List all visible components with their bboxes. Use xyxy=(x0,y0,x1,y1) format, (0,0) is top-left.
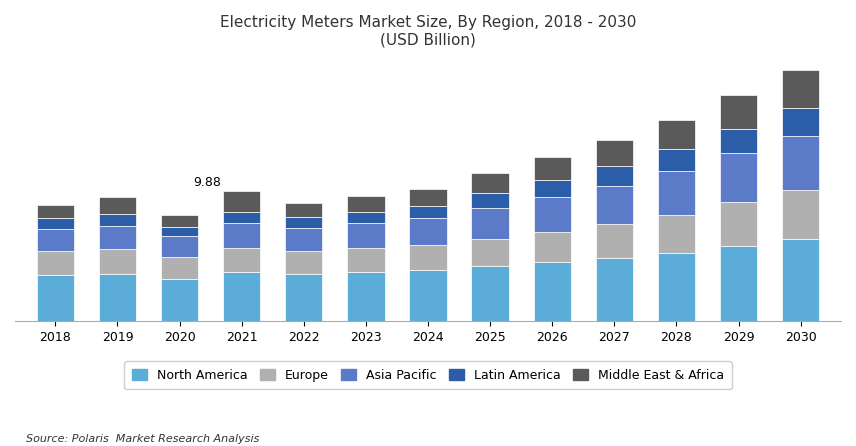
Bar xyxy=(720,246,758,321)
Text: Source: Polaris  Market Research Analysis: Source: Polaris Market Research Analysis xyxy=(26,434,259,443)
Bar xyxy=(409,206,447,219)
Bar xyxy=(596,224,633,258)
Bar xyxy=(223,223,260,248)
Bar xyxy=(285,203,323,217)
Bar xyxy=(223,272,260,321)
Bar xyxy=(720,95,758,129)
Bar xyxy=(533,198,571,232)
Bar xyxy=(285,274,323,321)
Bar xyxy=(348,223,384,248)
Bar xyxy=(223,191,260,212)
Bar xyxy=(596,258,633,321)
Bar xyxy=(409,270,447,321)
Bar xyxy=(472,208,508,239)
Bar xyxy=(98,226,136,249)
Bar xyxy=(37,275,74,321)
Bar xyxy=(782,190,819,240)
Bar xyxy=(472,239,508,266)
Bar xyxy=(37,219,74,229)
Bar xyxy=(348,273,384,321)
Legend: North America, Europe, Asia Pacific, Latin America, Middle East & Africa: North America, Europe, Asia Pacific, Lat… xyxy=(124,361,732,389)
Bar xyxy=(657,252,695,321)
Bar xyxy=(596,140,633,166)
Bar xyxy=(657,215,695,252)
Bar xyxy=(161,227,199,236)
Bar xyxy=(409,245,447,270)
Bar xyxy=(657,149,695,171)
Bar xyxy=(409,189,447,206)
Bar xyxy=(533,157,571,180)
Bar xyxy=(348,212,384,223)
Bar xyxy=(98,273,136,321)
Bar xyxy=(720,202,758,246)
Text: 9.88: 9.88 xyxy=(193,176,222,189)
Bar xyxy=(161,257,199,279)
Bar xyxy=(533,262,571,321)
Bar xyxy=(285,227,323,251)
Bar xyxy=(472,173,508,193)
Bar xyxy=(348,196,384,212)
Bar xyxy=(596,186,633,224)
Bar xyxy=(409,219,447,245)
Bar xyxy=(161,236,199,257)
Bar xyxy=(37,229,74,251)
Title: Electricity Meters Market Size, By Region, 2018 - 2030
(USD Billion): Electricity Meters Market Size, By Regio… xyxy=(220,15,636,47)
Bar xyxy=(596,166,633,186)
Bar xyxy=(657,120,695,149)
Bar xyxy=(782,136,819,190)
Bar xyxy=(285,251,323,274)
Bar xyxy=(223,248,260,272)
Bar xyxy=(37,205,74,219)
Bar xyxy=(533,180,571,198)
Bar xyxy=(223,212,260,223)
Bar xyxy=(98,249,136,273)
Bar xyxy=(285,217,323,227)
Bar xyxy=(782,108,819,136)
Bar xyxy=(472,193,508,208)
Bar xyxy=(161,215,199,227)
Bar xyxy=(782,70,819,108)
Bar xyxy=(720,129,758,153)
Bar xyxy=(720,153,758,202)
Bar xyxy=(161,279,199,321)
Bar xyxy=(472,266,508,321)
Bar xyxy=(533,232,571,262)
Bar xyxy=(782,240,819,321)
Bar xyxy=(98,214,136,226)
Bar xyxy=(98,198,136,214)
Bar xyxy=(657,171,695,215)
Bar xyxy=(348,248,384,273)
Bar xyxy=(37,251,74,275)
